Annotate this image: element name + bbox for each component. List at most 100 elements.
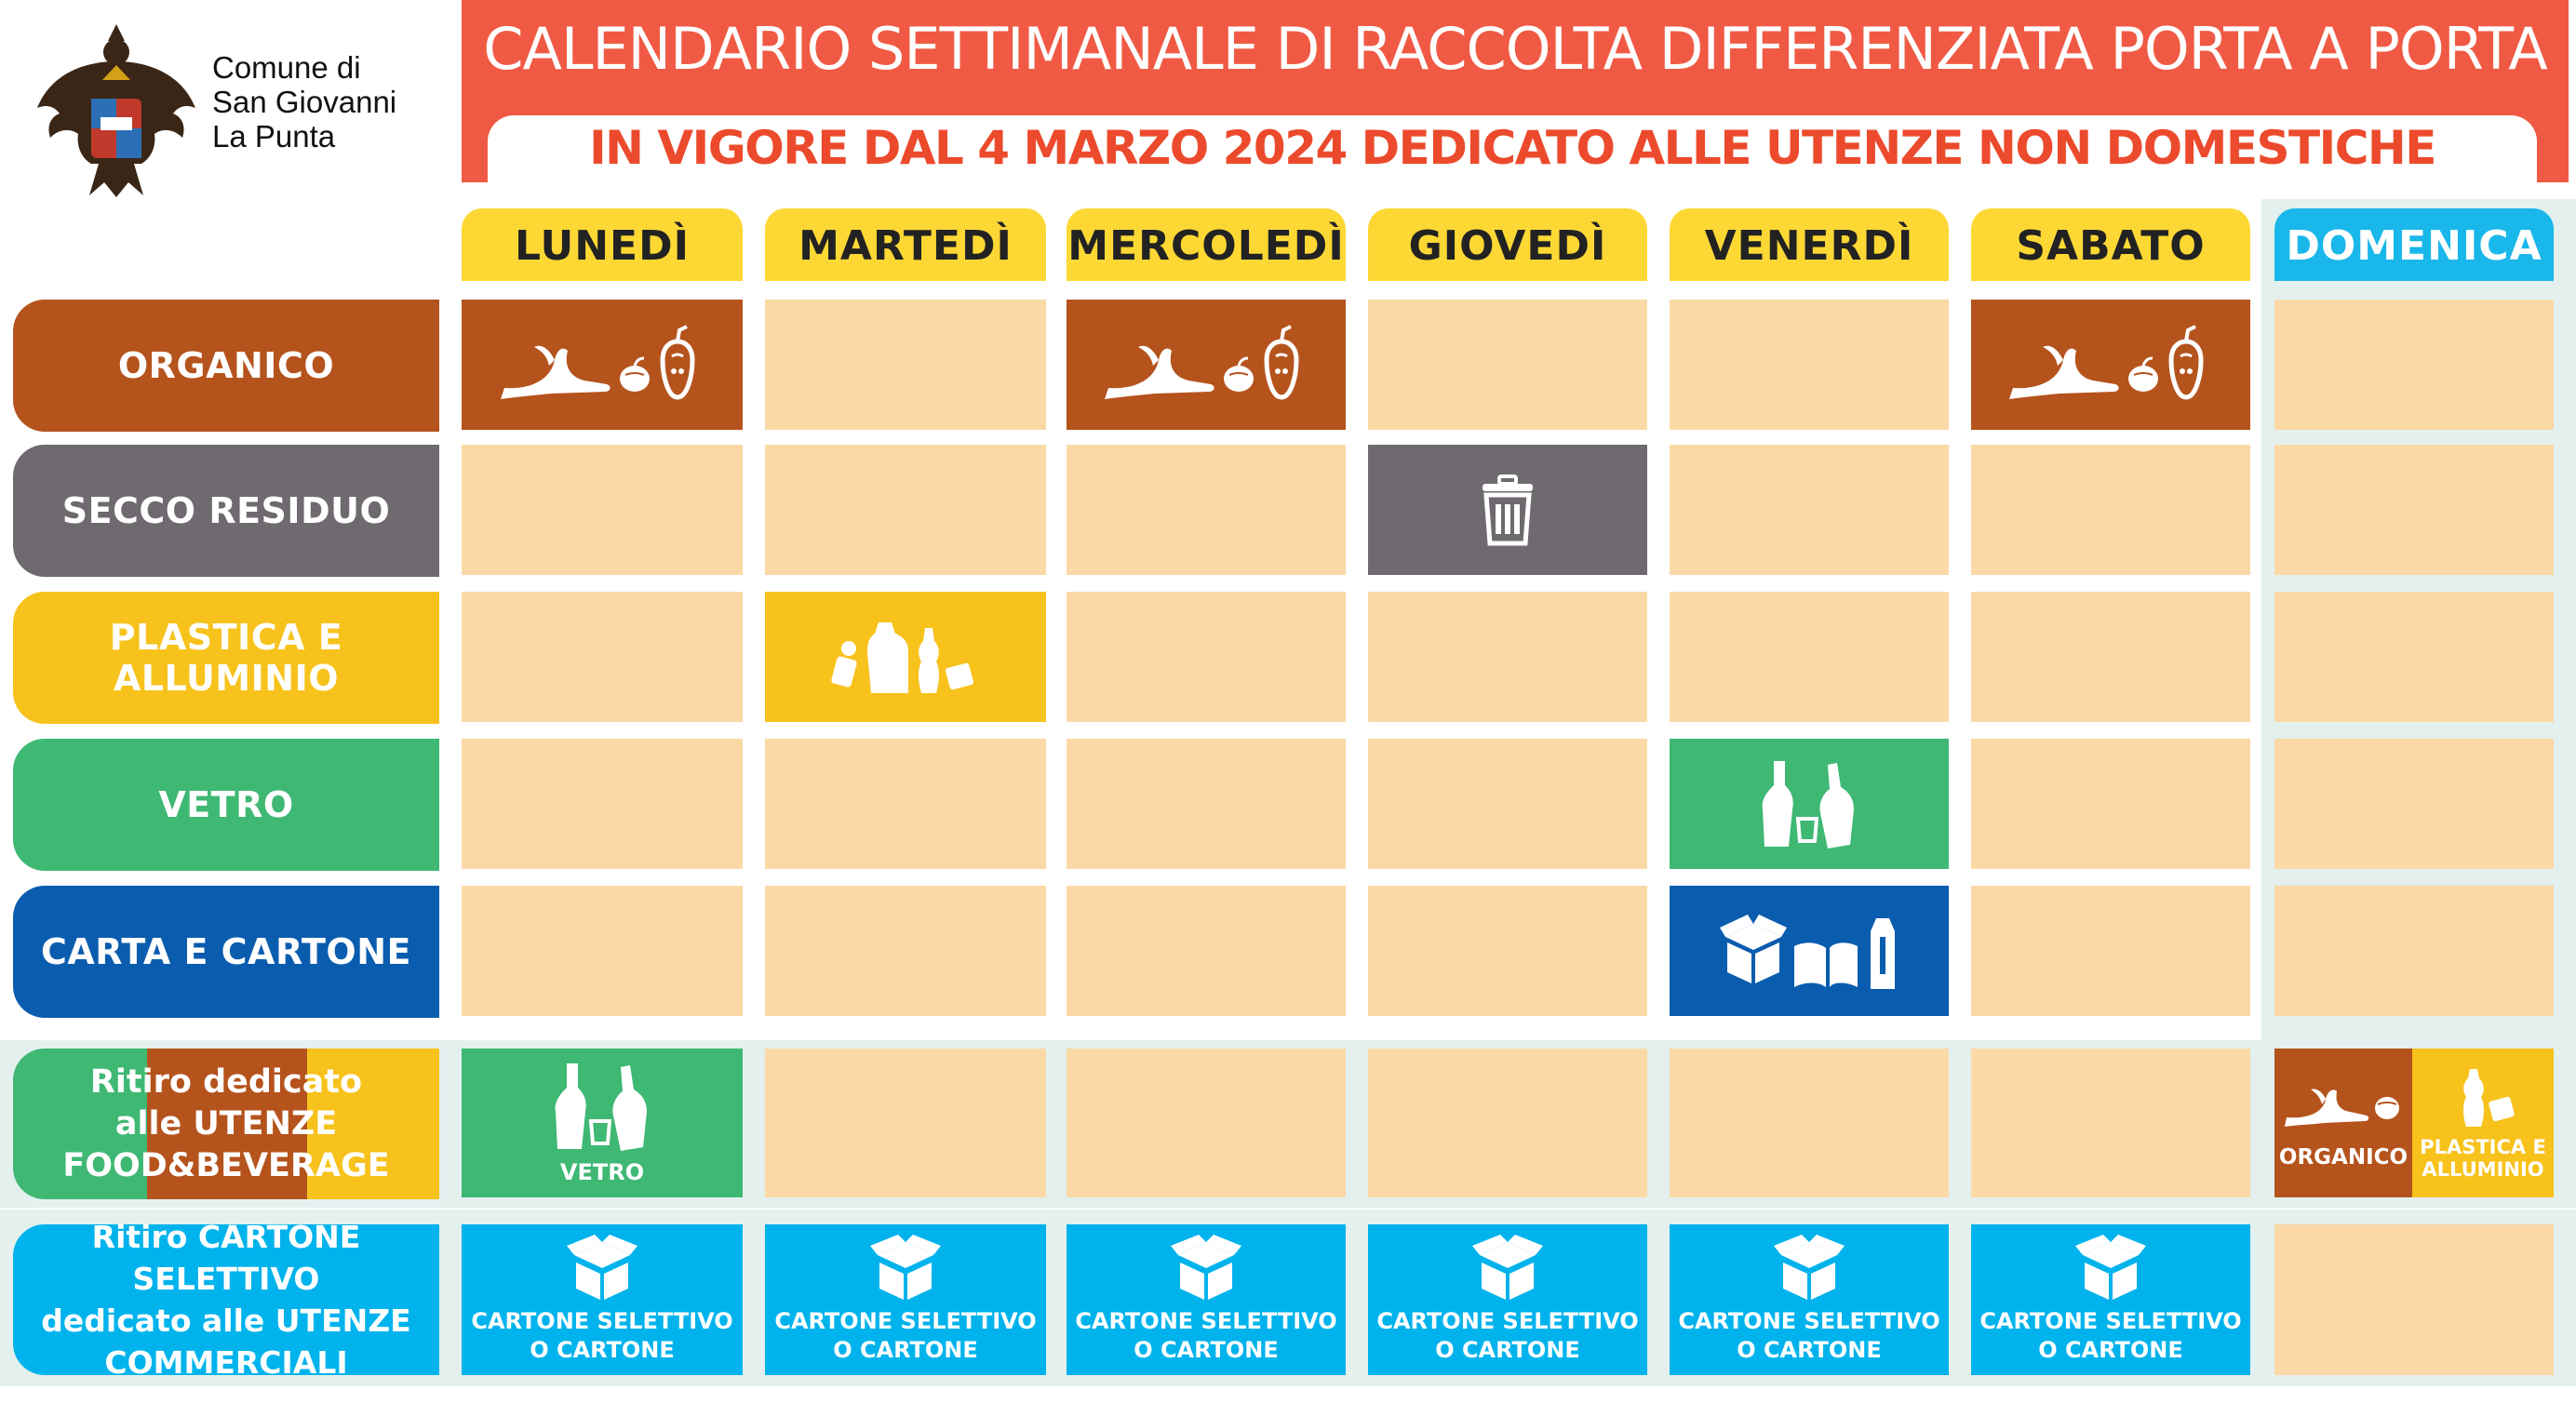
commercial-cell-line-1: CARTONE SELETTIVO [1075,1308,1337,1334]
commercial-cell-label: CARTONE SELETTIVO O CARTONE [1376,1307,1638,1365]
category-label: PLASTICA E ALLUMINIO [109,617,343,699]
commercial-cell-label: CARTONE SELETTIVO O CARTONE [774,1307,1036,1365]
collection-cell-empty [2274,592,2554,722]
collection-cell-empty [1368,739,1647,869]
category-pill: VETRO [13,739,439,871]
subtitle-box [488,115,2537,182]
commercial-cell-line-1: CARTONE SELETTIVO [774,1308,1037,1334]
collection-cell-active [462,300,743,430]
commercial-cell-line-2: O CARTONE [2038,1337,2183,1363]
glass-bottles-icon [1753,757,1865,850]
commercial-active-cell: CARTONE SELETTIVO O CARTONE [765,1224,1046,1375]
collection-cell-empty [1368,886,1647,1016]
collection-cell-empty [2274,739,2554,869]
collection-cell-empty [462,886,743,1016]
category-pill: PLASTICA E ALLUMINIO [13,592,439,724]
comune-name: Comune di San Giovanni La Punta [212,50,454,154]
cardboard-box-icon [1169,1235,1243,1300]
sunday-plastic-label: PLASTICA E ALLUMINIO [2420,1136,2546,1181]
day-header-3: MERCOLEDÌ [1067,208,1346,281]
organic-waste-icon [495,323,709,407]
category-label: VETRO [158,784,294,825]
food-beverage-empty-cell [1067,1049,1346,1197]
day-header-7: DOMENICA [2274,208,2554,281]
commercial-active-cell: CARTONE SELETTIVO O CARTONE [1368,1224,1647,1375]
commercial-active-cell: CARTONE SELETTIVO O CARTONE [1067,1224,1346,1375]
food-beverage-line-3: FOOD&BEVERAGE [62,1146,390,1184]
collection-cell-empty [1971,592,2250,722]
commercial-line-3: COMMERCIALI [104,1344,348,1381]
collection-cell-empty [1670,592,1949,722]
category-label: CARTA E CARTONE [41,931,411,972]
commercial-line-1: Ritiro CARTONE SELETTIVO [91,1219,361,1297]
food-beverage-empty-cell [1971,1049,2250,1197]
organic-waste-icon [2004,323,2218,407]
small-plastic-icon [2446,1065,2520,1130]
collection-cell-empty [1067,886,1346,1016]
collection-cell-empty [765,300,1046,430]
collection-cell-empty [1971,886,2250,1016]
eagle-coat-of-arms-icon [37,24,195,197]
commercial-line-2: dedicato alle UTENZE [41,1303,411,1339]
cardboard-box-icon [1470,1235,1545,1300]
comune-line-2: San Giovanni [212,85,397,119]
sunday-plastic-half: PLASTICA E ALLUMINIO [2412,1049,2554,1197]
collection-cell-empty [2274,445,2554,575]
collection-cell-empty [765,886,1046,1016]
food-beverage-sunday-cell: ORGANICO PLASTICA E ALLUMINIO [2274,1049,2554,1197]
food-beverage-label: Ritiro dedicato alle UTENZE FOOD&BEVERAG… [13,1049,439,1199]
commercial-cell-line-1: CARTONE SELETTIVO [1376,1308,1639,1334]
commercial-active-cell: CARTONE SELETTIVO O CARTONE [1670,1224,1949,1375]
collection-cell-empty [2274,886,2554,1016]
commercial-cell-line-2: O CARTONE [1737,1337,1882,1363]
day-header-4: GIOVEDÌ [1368,208,1647,281]
commercial-empty-cell [2274,1224,2554,1375]
collection-cell-active [1067,300,1346,430]
food-beverage-line-1: Ritiro dedicato [89,1062,363,1101]
food-beverage-monday-cell: VETRO [462,1049,743,1197]
collection-cell-empty [765,739,1046,869]
commercial-cell-line-2: O CARTONE [833,1337,978,1363]
cardboard-box-icon [868,1235,943,1300]
collection-cell-empty [462,739,743,869]
food-beverage-plastic-stripe [307,1049,439,1199]
sunday-organic-label: ORGANICO [2278,1144,2408,1169]
commercial-cell-label: CARTONE SELETTIVO O CARTONE [1678,1307,1939,1365]
comune-logo [34,24,199,201]
comune-line-1: Comune di [212,50,361,85]
food-beverage-organic-stripe [147,1049,307,1199]
commercial-cell-line-1: CARTONE SELETTIVO [1678,1308,1940,1334]
collection-cell-active [1368,445,1647,575]
glass-bottles-icon [546,1060,658,1153]
collection-cell-empty [1670,445,1949,575]
collection-cell-active [1670,886,1949,1016]
trash-bin-icon [1475,473,1540,547]
commercial-cell-line-2: O CARTONE [1134,1337,1279,1363]
food-beverage-empty-cell [765,1049,1046,1197]
food-beverage-line-2: alle UTENZE [114,1104,338,1142]
collection-cell-empty [462,592,743,722]
collection-cell-empty [1971,445,2250,575]
collection-cell-empty [1067,445,1346,575]
category-pill: SECCO RESIDUO [13,445,439,577]
category-label: SECCO RESIDUO [61,490,391,531]
collection-cell-empty [1067,592,1346,722]
commercial-cell-label: CARTONE SELETTIVO O CARTONE [1979,1307,2241,1365]
collection-cell-empty [765,445,1046,575]
commercial-pill [13,1224,439,1375]
food-beverage-empty-cell [1368,1049,1647,1197]
commercial-label: Ritiro CARTONE SELETTIVO dedicato alle U… [13,1219,439,1381]
small-organic-icon [2283,1075,2404,1130]
category-label: ORGANICO [117,345,335,386]
commercial-cell-line-1: CARTONE SELETTIVO [1979,1308,2242,1334]
collection-cell-active [1971,300,2250,430]
collection-cell-active [1670,739,1949,869]
commercial-active-cell: CARTONE SELETTIVO O CARTONE [1971,1224,2250,1375]
collection-cell-active [765,592,1046,722]
commercial-cell-line-1: CARTONE SELETTIVO [471,1308,733,1334]
commercial-cell-label: CARTONE SELETTIVO O CARTONE [1075,1307,1336,1365]
organic-waste-icon [1099,323,1313,407]
day-header-2: MARTEDÌ [765,208,1046,281]
day-header-5: VENERDÌ [1670,208,1949,281]
collection-cell-empty [1971,739,2250,869]
